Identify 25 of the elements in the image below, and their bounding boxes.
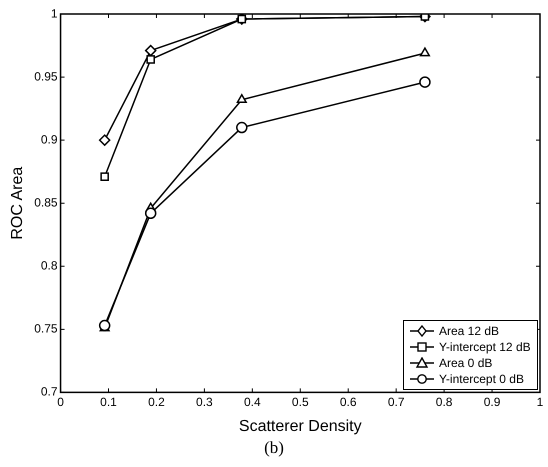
x-tick-label: 0: [57, 394, 64, 409]
x-tick-label: 0.2: [148, 394, 166, 409]
legend-label: Area 12 dB: [439, 323, 500, 340]
x-tick-label: 0.6: [340, 394, 357, 409]
x-tick-label: 0.4: [244, 394, 261, 409]
x-tick-label: 0.3: [196, 394, 214, 409]
x-tick-label: 0.9: [484, 394, 501, 409]
y-tick-label: 1: [50, 6, 58, 20]
y-tick-label: 0.85: [34, 196, 58, 210]
legend-label: Area 0 dB: [439, 355, 492, 372]
x-axis-title: Scatterer Density: [238, 418, 362, 435]
x-tick-label: 1: [536, 394, 544, 409]
y-tick-label: 0.9: [40, 132, 58, 146]
x-tick-label: 0.7: [388, 394, 405, 409]
text: (b): [263, 438, 285, 458]
y-tick-label: 0.8: [40, 258, 58, 273]
y-axis-title: ROC Area: [9, 166, 26, 240]
y-tick-label: 0.95: [34, 69, 58, 84]
legend-label: Y-intercept 0 dB: [439, 371, 524, 388]
y-tick-label: 0.75: [34, 322, 58, 336]
x-tick-label: 0.5: [292, 394, 309, 409]
x-tick-label: 0.8: [436, 394, 453, 409]
y-tick-label: 0.7: [40, 384, 58, 399]
legend-label: Y-intercept 12 dB: [439, 339, 531, 356]
x-tick-label: 0.1: [100, 394, 118, 409]
